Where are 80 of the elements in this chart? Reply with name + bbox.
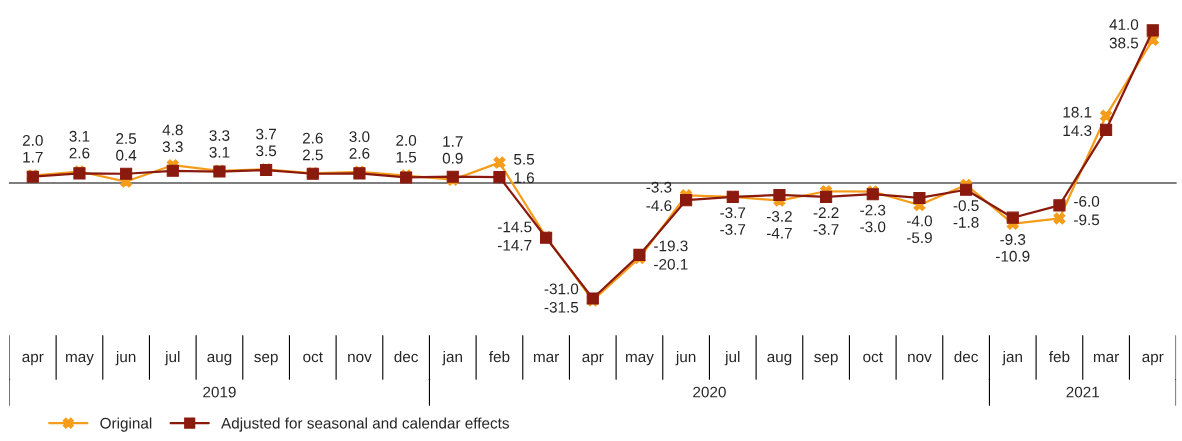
data-label: -19.3 (654, 240, 688, 252)
data-label: 3.1 (209, 146, 230, 158)
data-label: 1.7 (443, 136, 463, 147)
data-label: 2.6 (302, 132, 323, 144)
data-label: -31.5 (544, 301, 579, 313)
data-label: -3.7 (720, 224, 746, 235)
data-label: 14.3 (1063, 125, 1092, 137)
data-label: 41.0 (1109, 19, 1139, 30)
x-tick-label: apr (22, 353, 44, 366)
data-label: -20.1 (654, 258, 688, 270)
x-tick-label: oct (303, 352, 323, 363)
data-label: 2.5 (116, 133, 137, 144)
x-tick-label: sep (814, 353, 838, 366)
x-tick-label: jan (442, 350, 462, 366)
data-label: 0.9 (442, 152, 463, 164)
x-tick-label: sep (254, 353, 278, 366)
x-tick-label: jul (164, 350, 180, 366)
data-label: -4.7 (766, 227, 792, 239)
data-label: 1.6 (514, 172, 535, 184)
x-tick-label: feb (1049, 350, 1070, 363)
text: 2021 (1066, 386, 1100, 398)
x-tick-label: mar (1093, 353, 1119, 363)
data-label: 3.7 (256, 128, 276, 140)
data-label: 3.3 (162, 141, 183, 153)
data-label: 2.6 (349, 148, 370, 159)
text: 2020 (693, 386, 726, 398)
x-tick-label: mar (533, 353, 560, 363)
data-label: 0.4 (116, 149, 137, 161)
data-label: -14.5 (497, 221, 532, 233)
x-tick-label: may (626, 353, 654, 366)
data-label: -2.2 (813, 207, 839, 218)
data-label: 2.0 (22, 134, 43, 146)
x-tick-label: jul (724, 350, 740, 366)
x-tick-label: aug (207, 353, 232, 366)
data-label: 4.8 (162, 124, 183, 136)
data-label: 1.7 (23, 151, 43, 163)
data-label: 3.5 (256, 145, 277, 157)
data-label: 2.0 (396, 134, 417, 146)
data-label: -3.0 (860, 221, 886, 233)
x-tick-label: dec (954, 350, 979, 363)
data-label: 38.5 (1109, 37, 1139, 49)
data-label: -1.8 (953, 216, 979, 228)
x-tick-label: apr (1142, 353, 1164, 366)
data-label: -14.7 (497, 240, 532, 251)
data-label: 2.6 (69, 147, 90, 159)
data-label: 2.5 (302, 149, 323, 161)
x-tick-label: nov (348, 353, 372, 363)
data-label: 18.1 (1063, 106, 1092, 118)
data-label: -3.2 (766, 211, 792, 222)
data-label: -5.9 (906, 232, 932, 244)
data-label: -9.5 (1074, 214, 1100, 226)
x-tick-label: oct (863, 352, 883, 363)
data-label: -31.0 (544, 283, 579, 295)
data-label: -3.3 (646, 181, 672, 193)
x-tick-label: jun (115, 350, 136, 366)
data-label: 3.3 (209, 130, 230, 141)
data-label: -4.6 (646, 200, 672, 212)
data-label: -0.5 (953, 200, 979, 212)
text: 2019 (203, 386, 236, 398)
data-label: -3.7 (720, 207, 746, 219)
x-tick-label: may (66, 353, 94, 366)
data-label: 5.5 (514, 154, 535, 165)
data-label: 3.1 (69, 130, 90, 142)
x-tick-label: jan (1002, 350, 1022, 366)
data-label: 3.0 (349, 131, 370, 143)
legend-label: Original (100, 417, 152, 432)
data-label: -4.0 (906, 215, 932, 227)
x-tick-label: apr (582, 353, 604, 366)
data-label: 1.5 (396, 151, 417, 163)
x-tick-label: jun (675, 350, 696, 366)
data-label: -2.3 (860, 204, 886, 216)
data-label: -9.3 (1000, 234, 1026, 245)
data-label: -3.7 (813, 224, 839, 235)
data-label: -6.0 (1074, 195, 1100, 207)
legend-label: Adjusted for seasonal and calendar effects (221, 417, 509, 432)
x-tick-label: feb (489, 350, 510, 363)
data-label: -10.9 (996, 250, 1030, 262)
x-tick-label: nov (908, 353, 932, 363)
x-tick-label: dec (394, 350, 419, 363)
x-tick-label: aug (767, 353, 792, 366)
